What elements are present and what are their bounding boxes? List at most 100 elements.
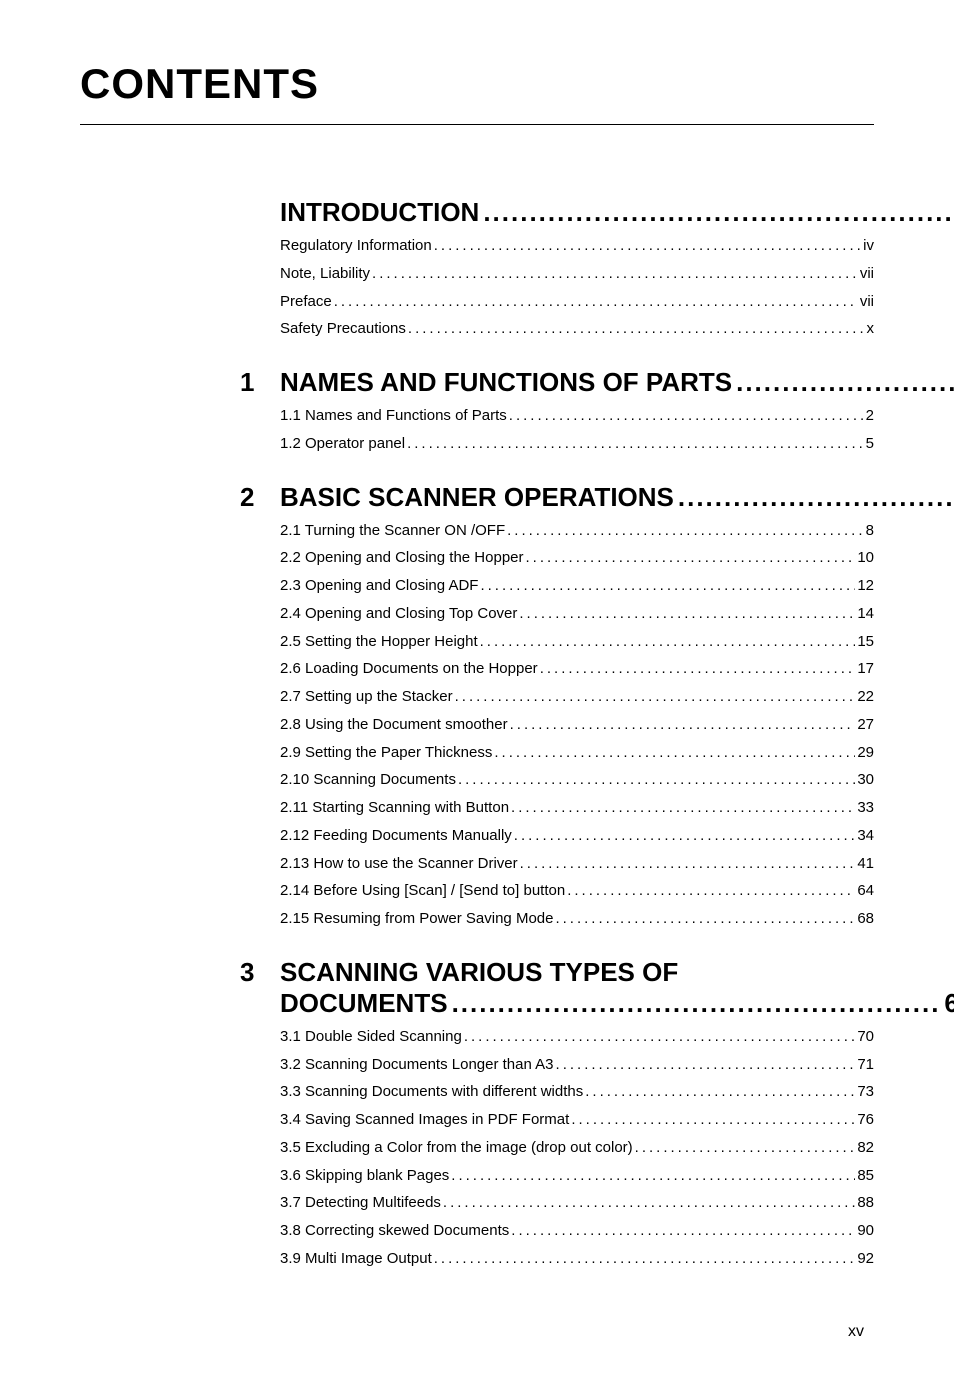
- toc-entry-dots: ........................................…: [480, 628, 856, 656]
- intro-items: Regulatory Information..................…: [280, 232, 874, 343]
- toc-entry-dots: ........................................…: [494, 739, 855, 767]
- toc-entry-dots: ........................................…: [635, 1134, 856, 1162]
- toc-entry-dots: ........................................…: [407, 430, 864, 458]
- heading-text-line1: SCANNING VARIOUS TYPES OF: [280, 957, 954, 988]
- toc-entry-dots: ........................................…: [507, 517, 864, 545]
- toc-entry-page: 70: [857, 1023, 874, 1051]
- toc-entry: 2.9 Setting the Paper Thickness.........…: [280, 739, 874, 767]
- heading-text: BASIC SCANNER OPERATIONS: [280, 482, 674, 513]
- toc-entry-text: 3.5 Excluding a Color from the image (dr…: [280, 1134, 633, 1162]
- toc-entry: 3.1 Double Sided Scanning...............…: [280, 1023, 874, 1051]
- toc-entry-page: 88: [857, 1189, 874, 1217]
- toc-entry-page: 73: [857, 1078, 874, 1106]
- toc-entry-text: 3.8 Correcting skewed Documents: [280, 1217, 509, 1245]
- toc-entry-dots: ........................................…: [455, 683, 856, 711]
- toc-entry: 1.2 Operator panel......................…: [280, 430, 874, 458]
- heading-text-line2: DOCUMENTS: [280, 988, 448, 1019]
- toc-entry: 2.3 Opening and Closing ADF.............…: [280, 572, 874, 600]
- toc-entry-page: 5: [866, 430, 874, 458]
- toc-entry: 2.5 Setting the Hopper Height...........…: [280, 628, 874, 656]
- toc-entry: 1.1 Names and Functions of Parts........…: [280, 402, 874, 430]
- toc-entry-text: Preface: [280, 288, 332, 316]
- toc-entry-text: 2.6 Loading Documents on the Hopper: [280, 655, 538, 683]
- toc-entry-page: 68: [857, 905, 874, 933]
- toc-entry: Preface.................................…: [280, 288, 874, 316]
- section-number: 2: [240, 482, 280, 513]
- toc-entry-page: 10: [857, 544, 874, 572]
- toc-entry: 2.4 Opening and Closing Top Cover.......…: [280, 600, 874, 628]
- toc-entry-page: vii: [860, 260, 874, 288]
- toc-entry-dots: ........................................…: [480, 572, 855, 600]
- toc-entry-text: 2.9 Setting the Paper Thickness: [280, 739, 492, 767]
- toc-entry-page: 29: [857, 739, 874, 767]
- heading-dots: ........................................…: [483, 197, 954, 228]
- toc-entry-page: 17: [857, 655, 874, 683]
- toc-entry-text: 2.10 Scanning Documents: [280, 766, 456, 794]
- toc-entry-page: vii: [860, 288, 874, 316]
- toc-entry: 3.6 Skipping blank Pages................…: [280, 1162, 874, 1190]
- toc-entry: 2.12 Feeding Documents Manually.........…: [280, 822, 874, 850]
- toc-content: INTRODUCTION ...........................…: [80, 197, 874, 1273]
- ch1-items: 1.1 Names and Functions of Parts........…: [280, 402, 874, 458]
- toc-entry-dots: ........................................…: [585, 1078, 855, 1106]
- toc-entry-text: 3.7 Detecting Multifeeds: [280, 1189, 441, 1217]
- toc-entry-dots: ........................................…: [555, 905, 855, 933]
- toc-entry-page: 30: [857, 766, 874, 794]
- ch2-items: 2.1 Turning the Scanner ON /OFF.........…: [280, 517, 874, 933]
- toc-entry: 2.2 Opening and Closing the Hopper......…: [280, 544, 874, 572]
- toc-entry: 3.9 Multi Image Output..................…: [280, 1245, 874, 1273]
- toc-entry-dots: ........................................…: [451, 1162, 855, 1190]
- section-heading-intro: INTRODUCTION ...........................…: [280, 197, 874, 228]
- toc-entry: 2.14 Before Using [Scan] / [Send to] but…: [280, 877, 874, 905]
- toc-entry-page: iv: [863, 232, 874, 260]
- toc-entry-page: 41: [857, 850, 874, 878]
- toc-entry-text: 2.7 Setting up the Stacker: [280, 683, 453, 711]
- toc-entry: 2.10 Scanning Documents.................…: [280, 766, 874, 794]
- toc-entry-page: 8: [866, 517, 874, 545]
- toc-entry: 3.7 Detecting Multifeeds................…: [280, 1189, 874, 1217]
- toc-entry-text: 1.2 Operator panel: [280, 430, 405, 458]
- toc-entry-dots: ........................................…: [519, 600, 855, 628]
- toc-entry-dots: ........................................…: [567, 877, 855, 905]
- ch3-items: 3.1 Double Sided Scanning...............…: [280, 1023, 874, 1273]
- section-number: 3: [240, 957, 280, 988]
- toc-entry: 2.11 Starting Scanning with Button......…: [280, 794, 874, 822]
- toc-entry-page: 92: [857, 1245, 874, 1273]
- toc-entry-page: 34: [857, 822, 874, 850]
- toc-entry-text: 2.8 Using the Document smoother: [280, 711, 508, 739]
- toc-entry-dots: ........................................…: [372, 260, 858, 288]
- section-heading-ch2: 2 BASIC SCANNER OPERATIONS .............…: [280, 482, 874, 513]
- toc-entry-text: 2.3 Opening and Closing ADF: [280, 572, 478, 600]
- toc-entry-dots: ........................................…: [511, 794, 855, 822]
- toc-entry: 2.8 Using the Document smoother.........…: [280, 711, 874, 739]
- toc-entry-page: 15: [857, 628, 874, 656]
- page-title: CONTENTS: [80, 60, 874, 108]
- toc-entry-text: 3.3 Scanning Documents with different wi…: [280, 1078, 583, 1106]
- toc-entry: 3.2 Scanning Documents Longer than A3...…: [280, 1051, 874, 1079]
- toc-entry-page: 76: [857, 1106, 874, 1134]
- toc-entry-text: Safety Precautions: [280, 315, 406, 343]
- toc-entry-page: 33: [857, 794, 874, 822]
- toc-entry-dots: ........................................…: [540, 655, 856, 683]
- toc-entry-text: 2.12 Feeding Documents Manually: [280, 822, 512, 850]
- toc-entry-text: 2.4 Opening and Closing Top Cover: [280, 600, 517, 628]
- toc-entry-text: 3.6 Skipping blank Pages: [280, 1162, 449, 1190]
- toc-entry: Note, Liability.........................…: [280, 260, 874, 288]
- toc-entry: 2.13 How to use the Scanner Driver......…: [280, 850, 874, 878]
- toc-entry: 2.1 Turning the Scanner ON /OFF.........…: [280, 517, 874, 545]
- toc-entry-text: 2.14 Before Using [Scan] / [Send to] but…: [280, 877, 565, 905]
- toc-entry-dots: ........................................…: [443, 1189, 855, 1217]
- toc-entry-dots: ........................................…: [458, 766, 855, 794]
- toc-entry: Regulatory Information..................…: [280, 232, 874, 260]
- heading-text: INTRODUCTION: [280, 197, 479, 228]
- toc-entry-dots: ........................................…: [434, 1245, 856, 1273]
- toc-entry-page: 64: [857, 877, 874, 905]
- toc-entry-text: 2.15 Resuming from Power Saving Mode: [280, 905, 553, 933]
- toc-entry-dots: ........................................…: [509, 402, 864, 430]
- toc-entry: 2.15 Resuming from Power Saving Mode....…: [280, 905, 874, 933]
- toc-entry-page: 12: [857, 572, 874, 600]
- toc-entry-dots: ........................................…: [464, 1023, 856, 1051]
- toc-entry-dots: ........................................…: [556, 1051, 856, 1079]
- toc-entry-text: 3.2 Scanning Documents Longer than A3: [280, 1051, 554, 1079]
- toc-entry-text: 2.1 Turning the Scanner ON /OFF: [280, 517, 505, 545]
